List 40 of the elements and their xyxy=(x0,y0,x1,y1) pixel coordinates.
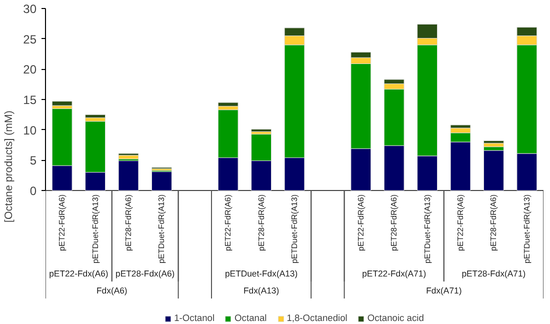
x-tick-label: pET28-FdR(A6) xyxy=(124,194,133,251)
text: pET22-Fdx(A71) xyxy=(362,268,426,278)
x-tick-label: pET28-FdR(A6) xyxy=(390,194,399,251)
legend-label: 1,8-Octanediol xyxy=(286,313,348,323)
text: pETDuet-Fdx(A13) xyxy=(224,268,298,278)
bar xyxy=(52,101,72,106)
x-tick-label: pETDuet-FdR(A13) xyxy=(522,194,532,264)
y-tick-label: 25 xyxy=(23,32,37,46)
y-tick-label: 0 xyxy=(30,184,37,198)
y-tick-label: 20 xyxy=(23,62,37,77)
y-tick-label: 30 xyxy=(23,2,37,16)
text: Fdx(A13) xyxy=(244,286,280,296)
bar xyxy=(85,114,106,118)
bar xyxy=(251,128,272,132)
y-axis-title: [Octane products] (mM) xyxy=(3,110,16,222)
text: pET22-Fdx(A6) xyxy=(49,268,108,278)
legend-label: 1-Octanol xyxy=(174,313,215,323)
x-tick-label: pETDuet-FdR(A13) xyxy=(157,194,166,264)
text: Fdx(A71) xyxy=(426,286,462,296)
x-tick-label: pETDuet-FdR(A13) xyxy=(422,194,432,264)
text: pET28-Fdx(A6) xyxy=(116,268,175,278)
bar xyxy=(151,171,172,191)
x-tick-label: pET28-FdR(A6) xyxy=(489,194,498,251)
x-tick-label: pET28-FdR(A6) xyxy=(256,194,266,251)
text: pET28-Fdx(A71) xyxy=(462,268,526,278)
legend-label: Octanoic acid xyxy=(367,313,424,323)
x-tick-label: pET22-FdR(A6) xyxy=(456,194,465,251)
y-tick-label: 15 xyxy=(23,93,37,107)
bar xyxy=(483,150,504,191)
x-tick-label: pETDuet-FdR(A13) xyxy=(90,194,100,264)
x-tick-label: pET22-FdR(A6) xyxy=(58,194,67,251)
x-tick-label: pET22-FdR(A6) xyxy=(224,194,233,251)
bar xyxy=(218,102,238,106)
y-tick-label: 10 xyxy=(23,123,37,138)
text: Fdx(A6) xyxy=(96,286,128,296)
bar xyxy=(483,140,504,144)
legend-label: Octanal xyxy=(234,313,267,323)
x-tick-label: pET22-FdR(A6) xyxy=(356,194,366,251)
x-tick-label: pETDuet-FdR(A13) xyxy=(290,194,299,264)
y-tick-label: 5 xyxy=(30,154,37,168)
